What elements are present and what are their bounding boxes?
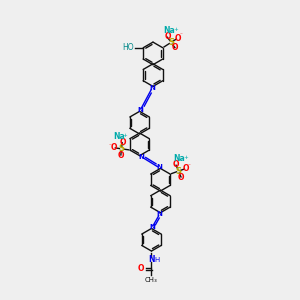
Text: ⁻: ⁻ [179, 34, 182, 39]
Text: O: O [173, 160, 180, 169]
Text: O: O [174, 34, 181, 43]
Text: +: + [183, 155, 188, 160]
Text: N: N [138, 154, 144, 160]
Text: O: O [137, 264, 144, 273]
Text: +: + [123, 133, 128, 138]
Text: S: S [168, 38, 174, 47]
Text: O: O [182, 164, 189, 173]
Text: N: N [137, 107, 143, 113]
Text: N: N [149, 85, 155, 91]
Text: ⁻: ⁻ [109, 145, 112, 150]
Text: O: O [171, 44, 178, 52]
Text: N: N [156, 164, 162, 170]
Text: O: O [178, 173, 184, 182]
Text: HO: HO [122, 43, 134, 52]
Text: S: S [118, 144, 124, 153]
Text: S: S [176, 167, 182, 176]
Text: O: O [117, 151, 124, 160]
Text: O: O [164, 32, 171, 41]
Text: H: H [154, 257, 160, 263]
Text: Na: Na [163, 26, 175, 35]
Text: ⁻: ⁻ [188, 165, 191, 170]
Text: Na: Na [173, 154, 185, 164]
Text: O: O [111, 143, 117, 152]
Text: N: N [148, 255, 155, 264]
Text: N: N [157, 211, 163, 217]
Text: CH₃: CH₃ [145, 277, 158, 283]
Text: O: O [119, 138, 126, 147]
Text: Na: Na [113, 133, 124, 142]
Text: +: + [173, 26, 178, 32]
Text: N: N [149, 224, 155, 230]
